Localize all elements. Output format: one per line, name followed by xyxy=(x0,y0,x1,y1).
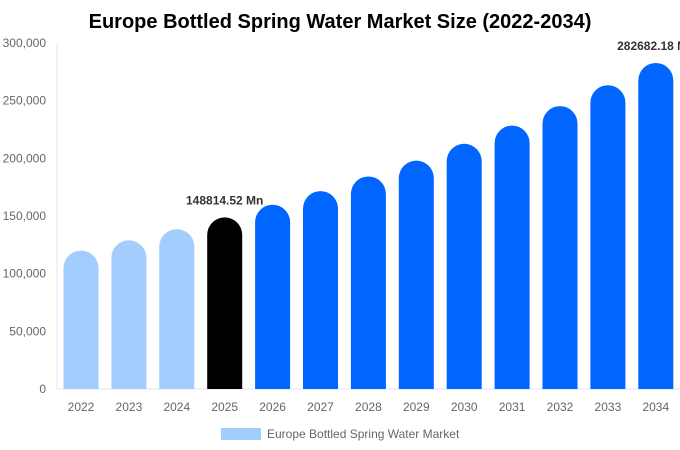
legend: Europe Bottled Spring Water Market xyxy=(221,427,460,441)
legend-label: Europe Bottled Spring Water Market xyxy=(267,427,460,441)
y-tick-label: 200,000 xyxy=(3,151,47,165)
y-tick-label: 0 xyxy=(39,382,46,396)
x-tick-label: 2024 xyxy=(163,400,190,414)
chart-title: Europe Bottled Spring Water Market Size … xyxy=(89,11,592,33)
x-tick-label: 2022 xyxy=(68,400,95,414)
bar-2031 xyxy=(494,125,530,390)
x-tick-label: 2028 xyxy=(355,400,382,414)
x-tick-label: 2027 xyxy=(307,400,334,414)
bar-2034 xyxy=(638,62,674,390)
x-tick-label: 2032 xyxy=(547,400,574,414)
y-tick-label: 300,000 xyxy=(3,36,47,50)
x-tick-label: 2029 xyxy=(403,400,430,414)
y-tick-label: 50,000 xyxy=(9,324,46,338)
x-tick-label: 2034 xyxy=(642,400,669,414)
x-tick-label: 2030 xyxy=(451,400,478,414)
bar-2025 xyxy=(207,217,243,389)
bar-2027 xyxy=(303,191,338,389)
bar-2022 xyxy=(63,250,99,389)
x-tick-label: 2025 xyxy=(211,400,238,414)
bar-2029 xyxy=(398,160,434,389)
x-tick-label: 2023 xyxy=(116,400,143,414)
bar-2030 xyxy=(446,143,482,389)
y-tick-label: 150,000 xyxy=(3,209,47,223)
y-tick-label: 250,000 xyxy=(3,94,47,108)
bar-2028 xyxy=(350,176,386,389)
bar-2023 xyxy=(111,240,147,389)
x-tick-label: 2033 xyxy=(595,400,622,414)
data-label-2034: 282682.18 Mn xyxy=(617,39,680,53)
data-label-2025: 148814.52 Mn xyxy=(186,193,263,207)
bar-2033 xyxy=(590,85,626,389)
legend-swatch xyxy=(221,428,261,440)
y-tick-label: 100,000 xyxy=(3,267,47,281)
x-tick-label: 2031 xyxy=(499,400,526,414)
bar-2026 xyxy=(255,204,291,389)
x-tick-label: 2026 xyxy=(259,400,286,414)
bar-2032 xyxy=(542,106,578,389)
bar-2024 xyxy=(159,229,195,389)
